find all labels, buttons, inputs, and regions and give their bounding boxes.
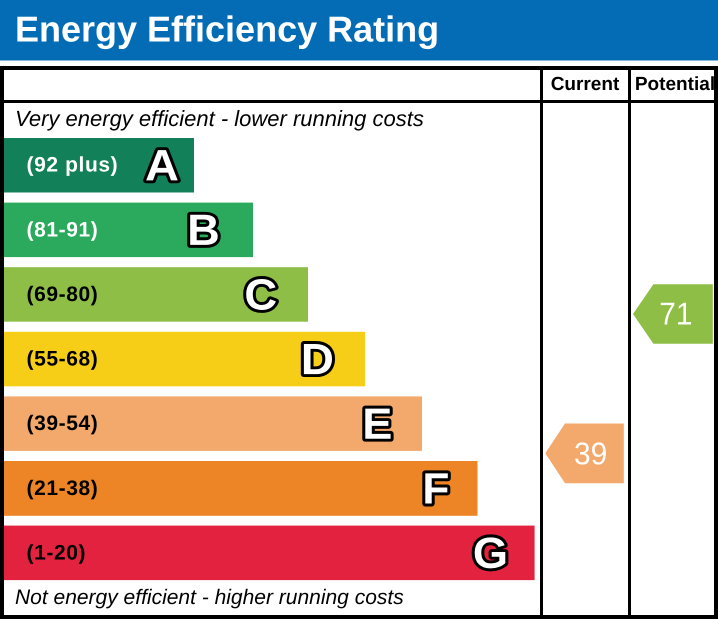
svg-text:Not energy efficient - higher: Not energy efficient - higher running co… <box>15 586 404 609</box>
svg-text:(39-54): (39-54) <box>27 412 99 435</box>
svg-text:(21-38): (21-38) <box>27 477 99 500</box>
svg-text:Potential: Potential <box>635 74 715 95</box>
svg-text:Energy Efficiency Rating: Energy Efficiency Rating <box>15 9 439 50</box>
svg-text:(1-20): (1-20) <box>27 541 87 564</box>
svg-text:(81-91): (81-91) <box>27 218 99 241</box>
svg-text:(55-68): (55-68) <box>27 348 99 371</box>
svg-text:Current: Current <box>551 74 620 95</box>
svg-text:(69-80): (69-80) <box>27 283 99 306</box>
svg-text:(92 plus): (92 plus) <box>27 154 119 177</box>
svg-text:Very energy efficient - lower: Very energy efficient - lower running co… <box>15 106 424 131</box>
